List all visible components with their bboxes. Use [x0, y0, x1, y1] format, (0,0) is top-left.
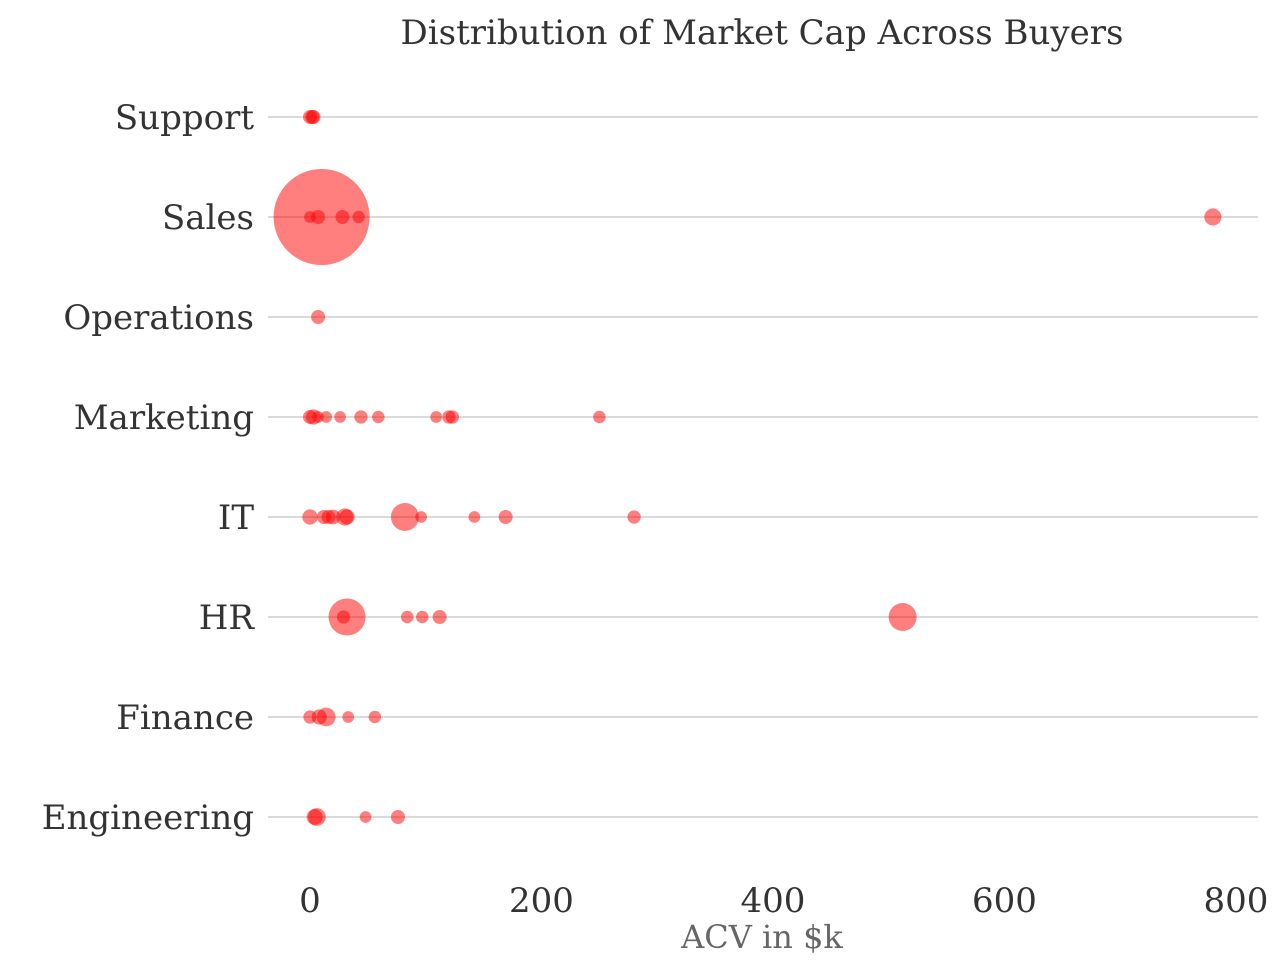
y-tick-label-support: Support	[115, 98, 254, 138]
x-tick-label-400: 400	[741, 881, 806, 921]
data-point-it-21	[302, 509, 318, 525]
data-point-finance-41	[342, 711, 355, 723]
data-point-support-2	[306, 110, 321, 124]
data-point-marketing-14	[334, 411, 346, 423]
x-axis-ticks: 0 200 400 600 800	[299, 881, 1268, 921]
data-point-it-27	[390, 503, 419, 531]
data-point-sales-6	[335, 210, 350, 224]
y-tick-label-operations: Operations	[63, 298, 254, 338]
data-point-it-30	[498, 510, 513, 524]
data-point-engineering-45	[359, 811, 372, 823]
data-point-it-28	[415, 511, 427, 523]
data-point-engineering-46	[390, 810, 405, 824]
data-point-marketing-20	[593, 410, 606, 424]
y-tick-label-marketing: Marketing	[74, 398, 254, 438]
data-point-sales-5	[311, 210, 326, 224]
data-point-hr-37	[888, 603, 917, 631]
data-point-sales-7	[352, 210, 365, 224]
data-point-hr-34	[400, 610, 414, 624]
x-axis-label: ACV in $k	[680, 918, 843, 956]
x-tick-label-200: 200	[509, 881, 574, 921]
data-point-marketing-19	[445, 410, 460, 424]
data-point-marketing-17	[430, 411, 443, 423]
y-tick-label-engineering: Engineering	[42, 798, 254, 838]
x-tick-label-600: 600	[972, 881, 1037, 921]
data-point-marketing-15	[354, 410, 368, 424]
data-point-engineering-44	[308, 808, 326, 826]
chart-title: Distribution of Market Cap Across Buyers	[401, 13, 1124, 53]
gridlines	[268, 116, 1258, 818]
data-point-marketing-16	[372, 410, 385, 424]
y-tick-label-it: IT	[218, 498, 254, 538]
x-tick-label-0: 0	[299, 881, 321, 921]
data-point-hr-33	[336, 610, 351, 624]
data-point-sales-8	[1204, 208, 1222, 226]
data-point-it-31	[627, 510, 641, 524]
y-axis-labels: Support Sales Operations Marketing IT HR Finan…	[42, 98, 256, 838]
data-point-it-24	[325, 509, 341, 525]
data-points	[273, 110, 1222, 826]
data-point-hr-35	[416, 610, 429, 624]
data-point-it-26	[339, 509, 355, 525]
data-point-it-29	[468, 511, 481, 523]
data-point-marketing-13	[320, 411, 333, 423]
x-tick-label-800: 800	[1204, 881, 1269, 921]
data-point-marketing-12	[312, 411, 324, 423]
data-point-finance-42	[368, 710, 382, 724]
data-point-hr-36	[432, 610, 447, 624]
data-point-operations-9	[311, 310, 326, 324]
y-tick-label-sales: Sales	[162, 198, 254, 238]
y-tick-label-hr: HR	[199, 598, 256, 638]
y-tick-label-finance: Finance	[116, 698, 254, 738]
data-point-finance-40	[316, 707, 336, 727]
